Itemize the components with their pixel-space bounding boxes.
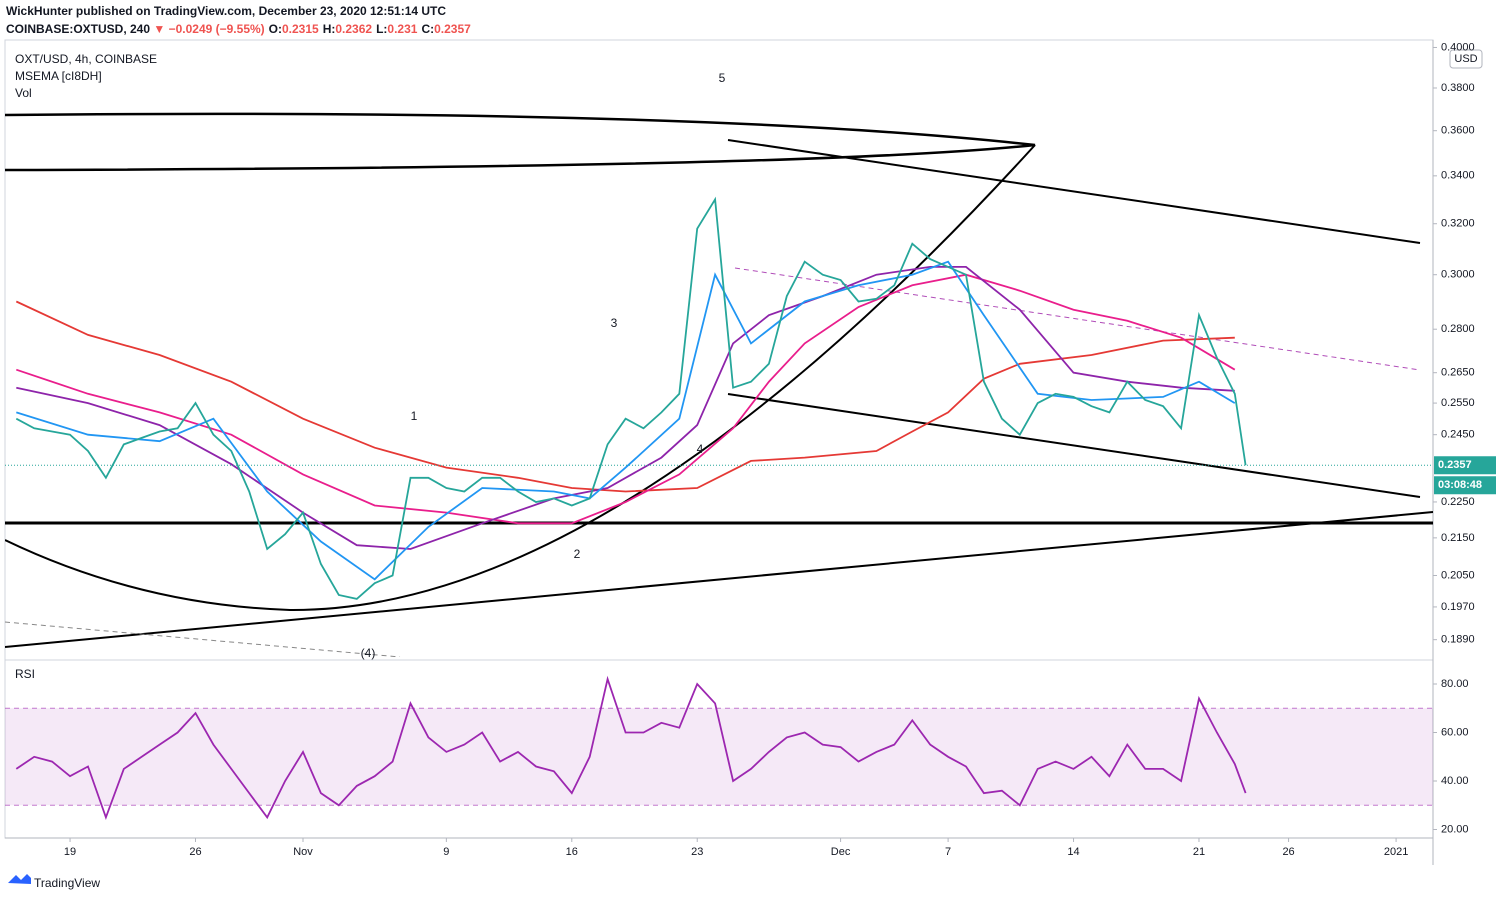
ohlc-label: L:	[376, 22, 387, 36]
y-tick-label: 0.2800	[1441, 323, 1475, 335]
y-tick-label: 0.3800	[1441, 82, 1475, 94]
indicator-legend: MSEMA [cI8DH]	[15, 69, 102, 83]
y-tick-label: 0.2650	[1441, 367, 1475, 379]
trend-line	[5, 511, 1433, 648]
rsi-legend: RSI	[15, 667, 35, 681]
series-line	[16, 260, 1236, 581]
x-tick-label: 16	[566, 846, 578, 858]
trend-line	[727, 393, 1421, 498]
series-line	[15, 300, 1235, 493]
wave-label: 4	[697, 442, 704, 456]
plot	[5, 675, 1433, 821]
plot	[5, 196, 1433, 600]
dashed-line	[5, 621, 401, 657]
y-tick-label: 0.2450	[1441, 429, 1475, 441]
x-tick-label: 19	[64, 846, 76, 858]
y-tick-label: 0.2050	[1441, 569, 1475, 581]
currency[interactable]: USD	[1454, 53, 1477, 65]
x-tick-label: 26	[189, 846, 201, 858]
x-tick-label: 26	[1282, 846, 1294, 858]
y-tick-label: 0.3200	[1441, 218, 1475, 230]
x-tick-label: Nov	[293, 846, 313, 858]
ohlc-label: O:	[269, 22, 282, 36]
x-tick-label: 23	[691, 846, 703, 858]
series-line	[15, 675, 1247, 821]
series-line	[16, 266, 1235, 550]
logo-icon	[8, 874, 31, 884]
y-tick-label: 0.3000	[1441, 269, 1475, 281]
published-line: WickHunter published on TradingView.com,…	[6, 4, 446, 18]
wave-label: 5	[719, 71, 726, 85]
y-tick-label: 40.00	[1441, 775, 1469, 787]
y-tick-label: 0.2150	[1441, 532, 1475, 544]
x-tick-label: 7	[945, 846, 951, 858]
symbol-legend: OXT/USD, 4h, COINBASE	[15, 52, 157, 66]
wave-label: (4)	[361, 646, 376, 660]
trend-line	[727, 139, 1421, 244]
wave-label: 3	[611, 316, 618, 330]
cup-curve	[5, 144, 1036, 612]
y-tick-label: 0.2250	[1441, 496, 1475, 508]
y-tick-label: 80.00	[1441, 678, 1469, 690]
symbol-line: COINBASE:OXTUSD, 240 ▼ −0.0249 (−9.55%) O…	[6, 22, 471, 36]
wave-label: 1	[411, 409, 418, 423]
x-tick-label: 9	[443, 846, 449, 858]
rsi-band	[5, 708, 1433, 806]
y-tick-label: 60.00	[1441, 726, 1469, 738]
countdown-box	[1434, 476, 1496, 495]
currency-box[interactable]	[1449, 49, 1483, 69]
x-tick-label: 2021	[1384, 846, 1408, 858]
x-tick-label: 14	[1067, 846, 1079, 858]
y-tick-label: 0.1970	[1441, 601, 1475, 613]
symbol: COINBASE:OXTUSD, 240	[6, 22, 150, 36]
last-price-box	[1434, 456, 1496, 475]
ohlc-label: C:	[421, 22, 434, 36]
wave-labels: 1 2 3 4 5 (4)	[361, 71, 726, 660]
ohlc-value: 0.2362	[335, 22, 372, 36]
y-tick-label: 0.3400	[1441, 170, 1475, 182]
y-tick-label: 0.1890	[1441, 634, 1475, 646]
brand: TradingView	[34, 876, 100, 890]
ohlc-value: 0.2357	[434, 22, 471, 36]
countdown: 03:08:48	[1438, 479, 1482, 491]
x-tick-label: Dec	[831, 846, 851, 858]
last-price-label: 0.2357	[1438, 459, 1472, 471]
volume-legend: Vol	[15, 86, 32, 100]
y-tick-label: 0.4000	[1441, 41, 1475, 53]
ohlc-label: H:	[323, 22, 336, 36]
ohlc-value: 0.2315	[282, 22, 319, 36]
wave-label: 2	[574, 547, 581, 561]
y-tick-label: 20.00	[1441, 823, 1469, 835]
x-tick-label: 21	[1193, 846, 1205, 858]
ohlc-value: 0.231	[387, 22, 417, 36]
series-line	[15, 196, 1247, 600]
drawings	[5, 112, 1433, 657]
y-tick-label: 0.2550	[1441, 397, 1475, 409]
dashed-line	[734, 267, 1421, 371]
y-tick-label: 0.3600	[1441, 125, 1475, 137]
change: ▼ −0.0249 (−9.55%)	[153, 22, 264, 36]
series-line	[16, 273, 1236, 525]
